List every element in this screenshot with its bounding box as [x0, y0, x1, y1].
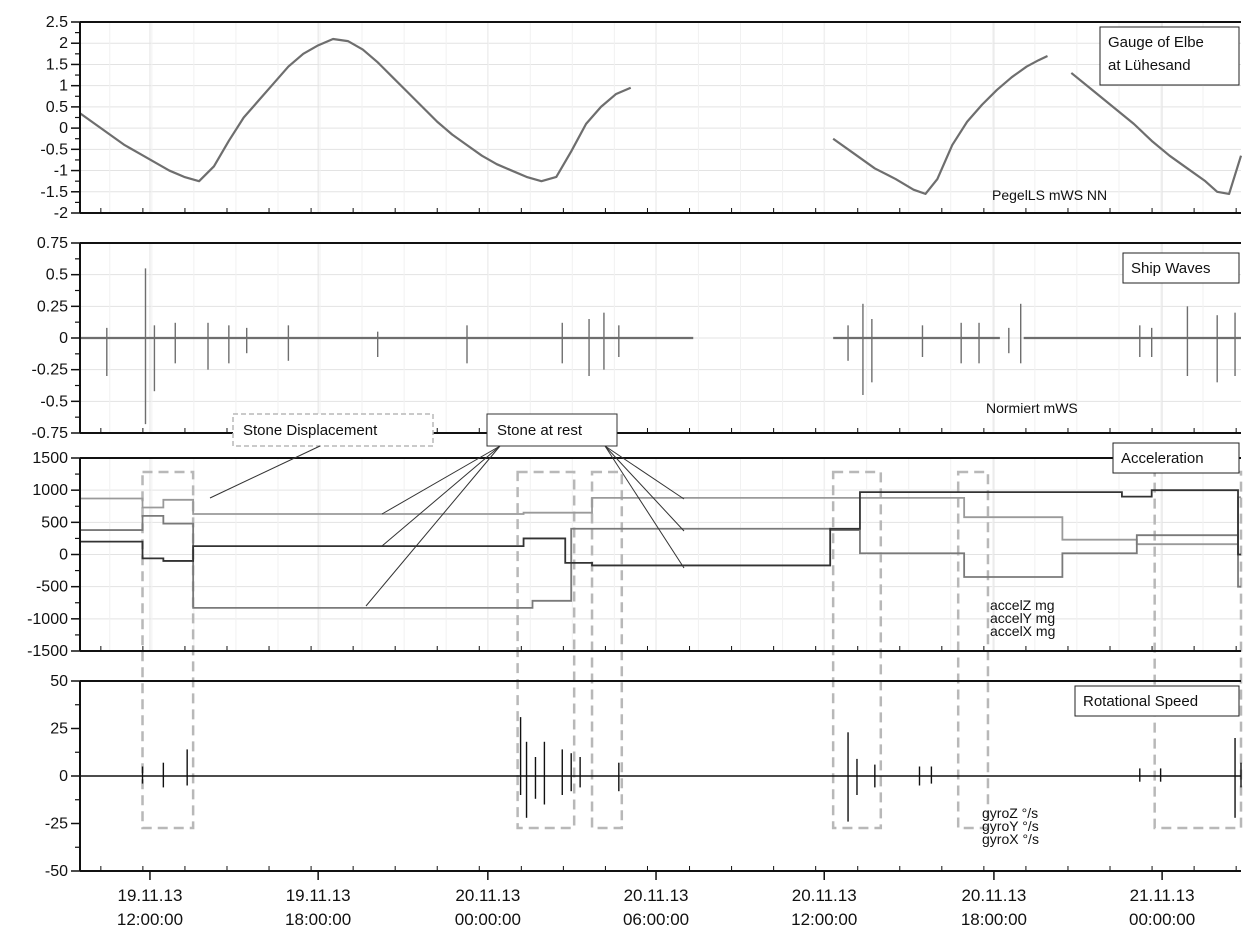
y-tick-label: -2 — [54, 205, 68, 222]
y-tick-label: 0.25 — [37, 298, 68, 315]
y-tick-label: 2 — [59, 35, 68, 52]
legend-entry: Normiert mWS — [986, 400, 1078, 416]
y-tick-label: 0 — [59, 120, 68, 137]
panel-title: Ship Waves — [1131, 260, 1210, 277]
series-line-accelX — [80, 489, 1241, 567]
x-tick-date: 21.11.13 — [1130, 886, 1195, 905]
x-tick-date: 19.11.13 — [117, 886, 182, 905]
panel-title-box — [1112, 442, 1240, 474]
x-tick-time: 00:00:00 — [455, 910, 521, 929]
x-tick-date: 20.11.13 — [792, 886, 857, 905]
x-tick-date: 20.11.13 — [455, 886, 520, 905]
gauge-line-segment — [832, 54, 1048, 195]
x-tick-time: 12:00:00 — [117, 910, 183, 929]
y-tick-label: -0.75 — [32, 425, 69, 442]
panel-title: Acceleration — [1121, 450, 1204, 467]
rest-leader-line — [365, 445, 501, 607]
y-tick-label: 50 — [50, 673, 68, 690]
legend-entry: gyroX °/s — [982, 831, 1039, 847]
rest-leader-line — [604, 445, 685, 500]
y-tick-label: -0.5 — [40, 141, 68, 158]
text-layer: 2.5 2 1.5 1 0.5 0 -0.5 -1 -1.5 -2 Gauge of Elbe at … — [27, 14, 1240, 929]
panel-title-box — [1122, 252, 1240, 284]
y-tick-label: 1 — [59, 78, 68, 95]
x-tick-time: 18:00:00 — [961, 910, 1027, 929]
y-tick-label: 1000 — [32, 482, 68, 499]
y-tick-label: 0 — [59, 547, 68, 564]
y-tick-label: 25 — [50, 721, 68, 738]
panel-title-box — [1074, 685, 1240, 717]
displacement-leader-line — [209, 445, 321, 499]
gauge-line-segment — [1070, 72, 1243, 195]
y-tick-label: 500 — [41, 514, 68, 531]
stone-displacement-label: Stone Displacement — [243, 422, 378, 439]
x-tick-date: 20.11.13 — [624, 886, 689, 905]
y-tick-label: -0.25 — [32, 362, 69, 379]
y-tick-label: 1.5 — [46, 56, 68, 73]
x-tick-date: 19.11.13 — [286, 886, 351, 905]
y-tick-label: 0.5 — [46, 99, 68, 116]
y-tick-label: -500 — [36, 579, 68, 596]
y-tick-label: 0.75 — [37, 235, 68, 252]
rest-leader-line — [381, 445, 501, 547]
x-tick-time: 18:00:00 — [285, 910, 351, 929]
y-tick-label: -50 — [45, 863, 68, 880]
rest-leader-line — [604, 445, 685, 569]
x-tick-time: 12:00:00 — [791, 910, 857, 929]
legend-entry: gyroZ °/s — [982, 805, 1038, 821]
gauge-line-segment — [79, 37, 632, 183]
legend-entry: accelY mg — [990, 610, 1055, 626]
panel-title-line: Gauge of Elbe — [1108, 34, 1204, 51]
y-tick-label: 0 — [59, 768, 68, 785]
legend-entry: gyroY °/s — [982, 818, 1039, 834]
x-tick-time: 06:00:00 — [623, 910, 689, 929]
x-tick-date: 20.11.13 — [961, 886, 1026, 905]
y-tick-label: 0 — [59, 330, 68, 347]
y-tick-label: -0.5 — [40, 393, 68, 410]
rest-leader-line — [604, 445, 685, 532]
y-tick-label: -1 — [54, 163, 68, 180]
y-tick-label: -1.5 — [40, 184, 68, 201]
y-tick-label: -1000 — [27, 611, 68, 628]
legend-entry: PegelLS mWS NN — [992, 187, 1107, 203]
y-tick-label: -25 — [45, 816, 68, 833]
stone-at-rest-box — [486, 413, 618, 447]
legend-entry: accelX mg — [990, 623, 1055, 639]
legend-entry: accelZ mg — [990, 597, 1055, 613]
stone-at-rest-label: Stone at rest — [497, 422, 583, 439]
y-tick-label: 1500 — [32, 450, 68, 467]
stone-displacement-box — [232, 413, 434, 447]
annotation-layer: Stone Displacement Stone at rest — [209, 413, 685, 607]
rest-leader-line — [381, 445, 501, 515]
panel-title-box — [1099, 26, 1240, 86]
data-layer — [79, 37, 1243, 822]
y-tick-label: 0.5 — [46, 267, 68, 284]
x-tick-time: 00:00:00 — [1129, 910, 1195, 929]
panel-title-line: at Lühesand — [1108, 57, 1191, 74]
panel-title: Rotational Speed — [1083, 693, 1198, 710]
y-tick-label: -1500 — [27, 643, 68, 660]
y-tick-label: 2.5 — [46, 14, 68, 31]
